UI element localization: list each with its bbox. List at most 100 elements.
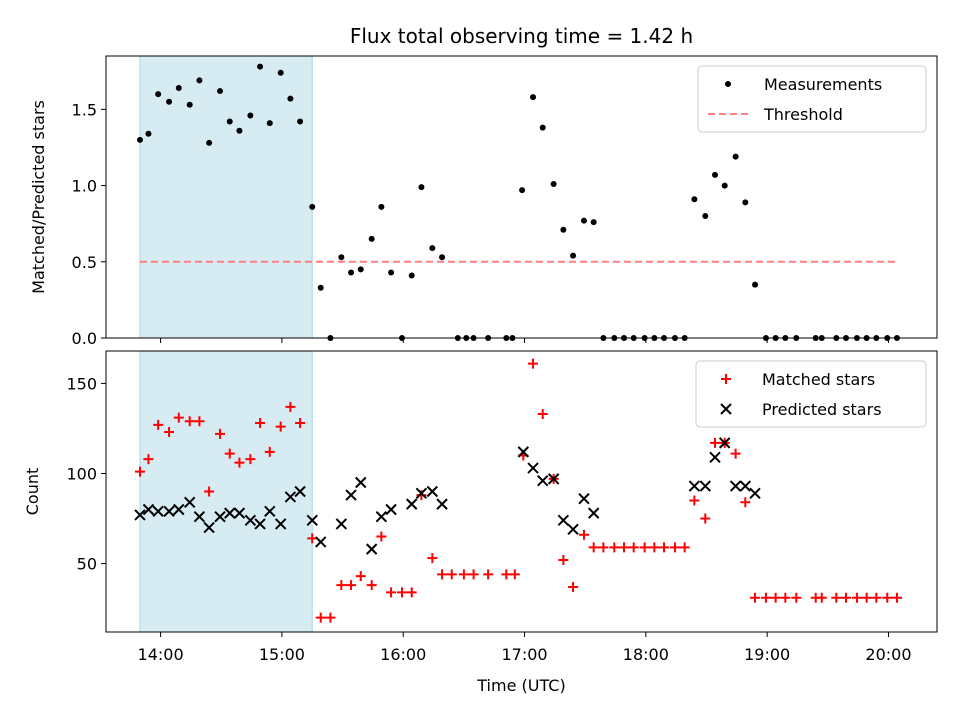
matched-stars-point [255, 418, 266, 429]
matched-stars-point [386, 587, 397, 598]
predicted-stars-point [284, 491, 297, 503]
predicted-stars-point [375, 511, 388, 523]
count-y-axis-label: Count [23, 468, 42, 516]
predicted-stars-point [306, 514, 318, 527]
matched-stars-point [791, 592, 802, 603]
measurement-point [418, 184, 425, 191]
matched-stars-point [307, 533, 318, 544]
measurement-point [348, 269, 355, 276]
legend-matched-marker [721, 374, 731, 384]
count-y-tick-label: 100 [66, 464, 97, 483]
measurement-point [368, 235, 375, 242]
matched-stars-point [215, 428, 226, 439]
matched-stars-point [173, 412, 184, 423]
matched-stars-point [315, 612, 326, 623]
matched-stars-point [816, 592, 827, 603]
predicted-stars-point [718, 437, 731, 449]
matched-stars-point [528, 358, 539, 369]
matched-stars-point [427, 553, 438, 564]
matched-stars-point [184, 416, 195, 427]
matched-stars-point [831, 592, 842, 603]
legend-label: Matched stars [762, 370, 875, 389]
matched-stars-point [285, 401, 296, 412]
ratio-y-tick-label: 0.5 [72, 253, 97, 272]
matched-stars-point [204, 486, 215, 497]
matched-stars-point [264, 446, 275, 457]
matched-stars-point [882, 592, 893, 603]
matched-stars-point [588, 542, 599, 553]
matched-stars-point [397, 587, 408, 598]
legend-measurements-marker [725, 81, 731, 87]
matched-stars-point [770, 592, 781, 603]
predicted-stars-point [152, 505, 164, 518]
matched-stars-point [325, 612, 336, 623]
measurement-point [145, 130, 152, 137]
x-axis-label: Time (UTC) [476, 676, 565, 695]
measurement-point [388, 269, 395, 276]
predicted-stars-point [729, 480, 742, 492]
count-legend: Matched stars Predicted stars [695, 360, 927, 428]
matched-stars-point [234, 457, 245, 468]
predicted-stars-point [224, 507, 236, 519]
measurement-point [175, 85, 182, 92]
measurement-point [155, 91, 162, 98]
predicted-stars-point [345, 489, 357, 501]
measurement-point [530, 94, 537, 101]
predicted-stars-point [214, 511, 226, 523]
predicted-stars-point [587, 507, 600, 519]
count-x-tick-label: 19:00 [744, 645, 790, 664]
matched-stars-point [750, 592, 761, 603]
matched-stars-point [639, 542, 650, 553]
matched-stars-point [851, 592, 862, 603]
measurement-point [439, 254, 446, 261]
matched-stars-point [245, 454, 256, 465]
matched-stars-point [578, 529, 589, 540]
matched-stars-point [619, 542, 630, 553]
chart-title: Flux total observing time = 1.42 h [350, 24, 693, 48]
matched-stars-point [628, 542, 639, 553]
matched-stars-point [446, 569, 457, 580]
predicted-stars-point [335, 518, 348, 530]
measurement-point [702, 213, 709, 220]
count-x-tick-label: 18:00 [623, 645, 669, 664]
count-panel-frame [105, 350, 938, 633]
matched-stars-point [346, 580, 357, 591]
predicted-stars-point [537, 474, 549, 487]
matched-stars-point [537, 409, 548, 420]
matched-stars-point [649, 542, 660, 553]
matched-stars-point [841, 592, 852, 603]
ratio-y-tick-label: 0.0 [72, 329, 97, 348]
matched-stars-point [780, 592, 791, 603]
predicted-stars-point [415, 487, 428, 500]
predicted-stars-point [193, 511, 206, 523]
measurement-point [378, 203, 385, 210]
measurement-point [691, 196, 698, 203]
matched-stars-point [355, 571, 366, 582]
measurement-point [317, 284, 324, 291]
measurement-point [539, 124, 546, 131]
matched-stars-point [679, 542, 690, 553]
predicted-stars-point [244, 514, 257, 527]
measurement-point [166, 98, 173, 105]
matched-stars-point [416, 490, 427, 501]
matched-stars-point [295, 418, 306, 429]
predicted-stars-point [406, 498, 418, 510]
predicted-stars-point [183, 496, 196, 509]
predicted-stars-point [315, 536, 327, 548]
measurement-point [560, 226, 567, 233]
matched-stars-point [509, 569, 520, 580]
matched-stars-point [700, 513, 711, 524]
measurement-point [590, 219, 597, 226]
measurement-point [297, 118, 304, 125]
count-observing-span [139, 350, 313, 633]
measurement-point [257, 63, 264, 70]
predicted-stars-point [557, 514, 570, 527]
predicted-stars-point [739, 480, 752, 492]
measurement-point [217, 88, 224, 95]
matched-stars-point [501, 569, 512, 580]
predicted-stars-point [426, 485, 439, 498]
predicted-stars-point [517, 446, 530, 458]
ratio-y-tick-label: 1.0 [72, 177, 97, 196]
predicted-stars-point [254, 518, 266, 530]
ratio-panel-frame [105, 55, 938, 339]
